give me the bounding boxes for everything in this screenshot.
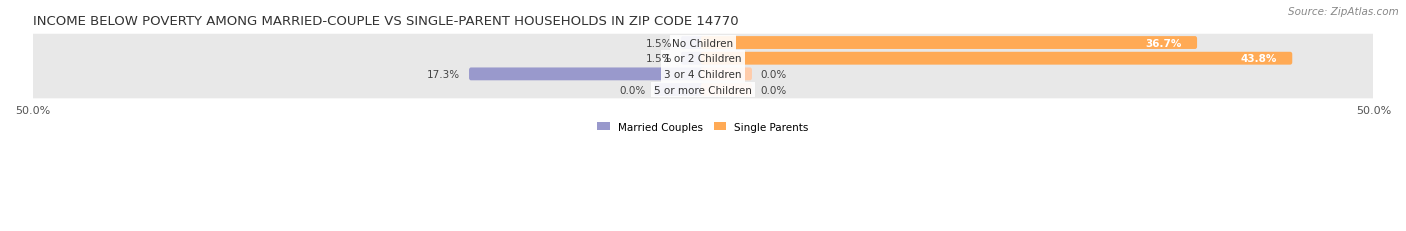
FancyBboxPatch shape bbox=[702, 52, 1292, 65]
Text: 36.7%: 36.7% bbox=[1146, 38, 1181, 48]
FancyBboxPatch shape bbox=[702, 84, 752, 97]
Text: INCOME BELOW POVERTY AMONG MARRIED-COUPLE VS SINGLE-PARENT HOUSEHOLDS IN ZIP COD: INCOME BELOW POVERTY AMONG MARRIED-COUPL… bbox=[32, 15, 738, 28]
FancyBboxPatch shape bbox=[470, 68, 704, 81]
Text: 3 or 4 Children: 3 or 4 Children bbox=[664, 70, 742, 79]
Text: 1 or 2 Children: 1 or 2 Children bbox=[664, 54, 742, 64]
FancyBboxPatch shape bbox=[681, 52, 704, 65]
FancyBboxPatch shape bbox=[654, 84, 704, 97]
FancyBboxPatch shape bbox=[28, 82, 1378, 99]
FancyBboxPatch shape bbox=[702, 37, 1197, 50]
Text: 43.8%: 43.8% bbox=[1240, 54, 1277, 64]
Text: 0.0%: 0.0% bbox=[761, 70, 787, 79]
FancyBboxPatch shape bbox=[28, 35, 1378, 52]
Legend: Married Couples, Single Parents: Married Couples, Single Parents bbox=[598, 122, 808, 132]
FancyBboxPatch shape bbox=[28, 50, 1378, 68]
Text: No Children: No Children bbox=[672, 38, 734, 48]
FancyBboxPatch shape bbox=[681, 37, 704, 50]
Text: Source: ZipAtlas.com: Source: ZipAtlas.com bbox=[1288, 7, 1399, 17]
Text: 1.5%: 1.5% bbox=[645, 54, 672, 64]
Text: 5 or more Children: 5 or more Children bbox=[654, 85, 752, 95]
FancyBboxPatch shape bbox=[28, 66, 1378, 83]
Text: 0.0%: 0.0% bbox=[761, 85, 787, 95]
Text: 1.5%: 1.5% bbox=[645, 38, 672, 48]
Text: 0.0%: 0.0% bbox=[619, 85, 645, 95]
FancyBboxPatch shape bbox=[702, 68, 752, 81]
Text: 17.3%: 17.3% bbox=[427, 70, 460, 79]
